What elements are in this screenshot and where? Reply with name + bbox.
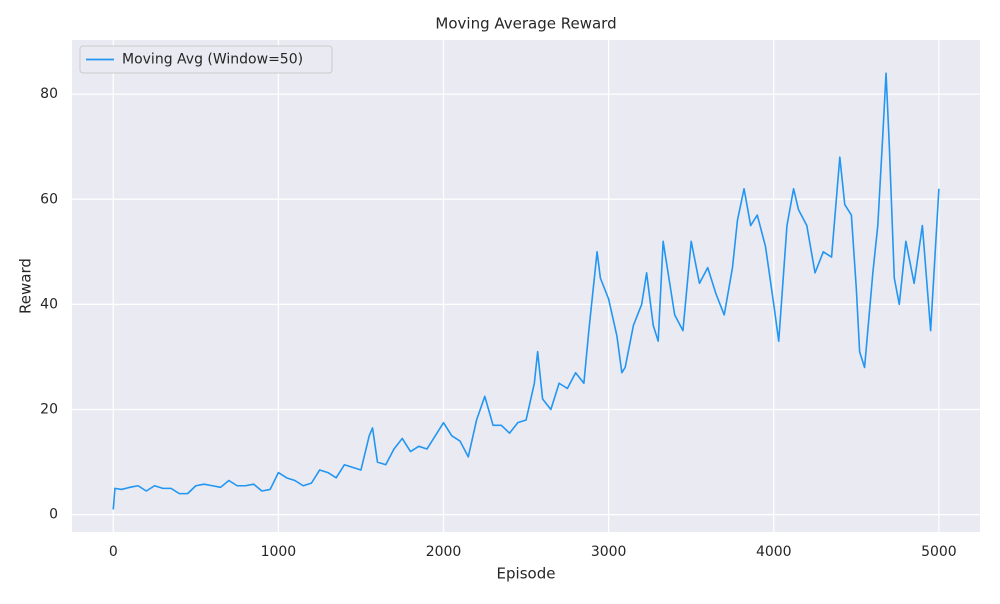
y-tick-label: 0 xyxy=(49,507,58,523)
x-tick-label: 4000 xyxy=(756,544,792,560)
x-tick-label: 0 xyxy=(109,544,118,560)
x-tick-label: 3000 xyxy=(591,544,627,560)
legend-box xyxy=(79,45,333,74)
x-axis-label: Episode xyxy=(497,565,556,583)
data-line xyxy=(112,72,940,510)
chart-title: Moving Average Reward xyxy=(435,15,616,33)
y-tick-label: 20 xyxy=(40,402,58,418)
x-tick-label: 2000 xyxy=(426,544,462,560)
y-tick-label: 40 xyxy=(40,296,58,312)
x-tick-label: 5000 xyxy=(921,544,957,560)
y-tick-label: 80 xyxy=(40,86,58,102)
y-axis-label: Reward xyxy=(17,258,35,314)
legend-label: Moving Avg (Window=50) xyxy=(122,52,303,68)
x-tick-label: 1000 xyxy=(261,544,297,560)
y-tick-label: 60 xyxy=(40,191,58,207)
plot-area xyxy=(72,40,980,532)
